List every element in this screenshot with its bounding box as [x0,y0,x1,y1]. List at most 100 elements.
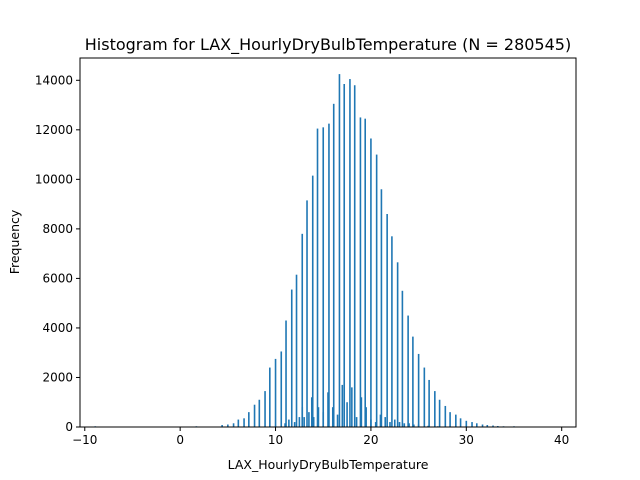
x-tick-label: 20 [363,433,378,447]
y-tick-label: 14000 [35,73,73,87]
histogram-bar [312,417,315,427]
chart-title: Histogram for LAX_HourlyDryBulbTemperatu… [85,35,571,55]
histogram-bar [393,419,396,427]
histogram-bar [346,402,348,427]
histogram-bar [322,127,325,427]
histogram-bar [332,103,335,427]
x-axis-label: LAX_HourlyDryBulbTemperature [228,457,429,472]
histogram-bar [359,117,362,427]
histogram-bar [380,189,383,427]
histogram-bar [465,420,468,427]
histogram-bar [301,407,304,427]
histogram-bar [417,353,420,427]
histogram-bar [264,391,266,427]
histogram-bar [370,419,372,427]
histogram-bar [316,128,319,427]
histogram-bar [290,289,293,427]
y-axis-label: Frequency [7,209,22,274]
histogram-bar [438,399,441,427]
histogram-bar [471,422,473,427]
x-tick-label: 10 [268,433,283,447]
histogram-bar [258,399,261,427]
histogram-bar [449,412,451,427]
histogram-bar [413,424,415,427]
x-tick-label: 0 [176,433,184,447]
histogram-bar [295,274,298,427]
histogram-bar [310,397,313,427]
histogram-bar [379,414,382,427]
histogram-bar [364,118,366,428]
histogram-bar [293,422,296,427]
histogram-bar [384,417,387,427]
histogram-bar [423,367,426,427]
histogram-bar [476,423,478,427]
y-tick-label: 0 [65,420,73,434]
histogram-bar [301,233,304,427]
histogram-bar [374,422,377,427]
histogram-bar [232,423,235,427]
histogram-bar [386,214,388,427]
histogram-bar [308,412,310,427]
y-tick-label: 2000 [42,370,73,384]
histogram-bar [248,412,250,427]
histogram-bar [486,425,489,427]
histogram-bar [336,414,339,427]
histogram-bar [353,85,356,428]
histogram-bar [408,423,410,427]
histogram-bar [417,424,420,427]
histogram-bar [401,290,404,427]
histogram-bar [370,138,372,428]
plot-frame [79,57,577,428]
histogram-bar [288,419,290,427]
histogram-bar [434,391,436,427]
histogram-bar [280,351,283,427]
histogram-bar [455,414,457,427]
histogram-bar [328,123,330,427]
histogram-bar [459,418,462,427]
histogram-bar [343,84,346,427]
histogram-bar [427,425,429,427]
histogram-bar [303,417,305,427]
histogram-bar [398,422,401,427]
histogram-bar [375,154,378,427]
histogram-bar [412,336,414,427]
histogram-bar [221,425,223,427]
histogram-bar [306,200,308,427]
histogram-bar [327,392,329,427]
histogram-bar [391,236,393,427]
x-tick-label: 30 [459,433,474,447]
histogram-bar [407,315,409,427]
histogram-bar [349,79,351,428]
histogram-bar [322,412,325,427]
histogram-bar [243,418,245,427]
histogram-bar [284,423,286,427]
histogram-bar [403,423,406,427]
histogram-bar [227,424,229,427]
histogram-bar [317,407,320,427]
y-tick-label: 8000 [42,222,73,236]
histogram-bar [428,379,430,427]
x-tick-label: 40 [554,433,569,447]
histogram-bar [269,367,271,427]
histogram-bar [341,384,344,427]
y-tick-label: 6000 [42,271,73,285]
histogram-bar [492,425,494,427]
histogram-bar [396,262,399,427]
histogram-bar [360,397,363,427]
x-tick-label: −10 [72,433,97,447]
y-tick-label: 10000 [35,172,73,186]
axes: −10 0 10 20 30 400200040006000800010000120001… [35,73,570,447]
histogram-bar [389,422,391,427]
histogram-bar [351,387,353,427]
histogram-bars [94,74,552,428]
histogram-bar [285,320,287,427]
histogram-bar [481,424,484,427]
y-tick-label: 12000 [35,123,73,137]
y-tick-label: 4000 [42,321,73,335]
histogram-bar [253,404,256,427]
histogram-bar [338,74,341,427]
histogram-bar [365,407,367,427]
histogram-bar [298,417,301,427]
